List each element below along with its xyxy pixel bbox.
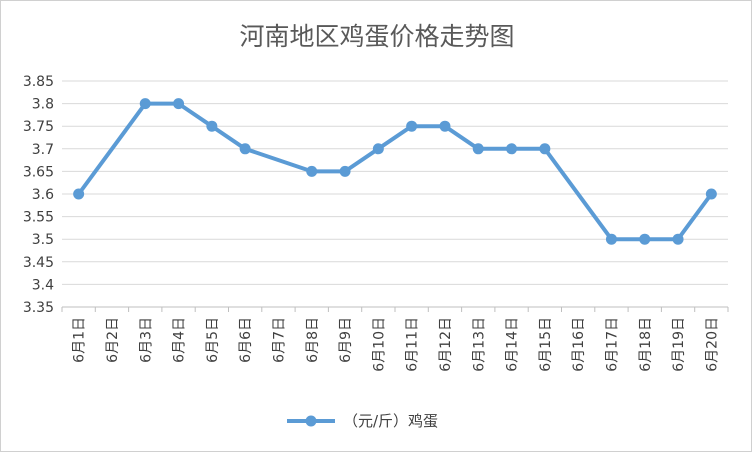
y-tick-label: 3.65 [23, 164, 54, 180]
chart-title: 河南地区鸡蛋价格走势图 [239, 22, 514, 51]
data-point [339, 165, 351, 177]
legend-marker-swatch [305, 415, 317, 427]
x-tick-label: 6月13日 [471, 317, 487, 372]
x-tick-label: 6月9日 [338, 317, 354, 363]
y-tick-label: 3.55 [23, 210, 54, 226]
x-tick-label: 6月2日 [105, 317, 121, 363]
y-tick-label: 3.85 [23, 74, 54, 90]
data-point [173, 98, 185, 110]
x-tick-label: 6月20日 [704, 317, 720, 372]
x-tick-label: 6月8日 [305, 317, 321, 363]
y-tick-label: 3.35 [23, 300, 54, 316]
x-tick-label: 6月6日 [238, 317, 254, 363]
data-point [439, 120, 451, 132]
x-tick-label: 6月15日 [538, 317, 554, 372]
y-tick-label: 3.75 [23, 119, 54, 135]
x-tick-label: 6月11日 [405, 317, 421, 372]
data-point [206, 120, 218, 132]
x-tick-label: 6月12日 [438, 317, 454, 372]
x-tick-label: 6月14日 [505, 317, 521, 372]
data-point [705, 188, 717, 200]
legend-label: （元/斤）鸡蛋 [343, 412, 438, 430]
data-point [672, 233, 684, 245]
x-tick-label: 6月16日 [571, 317, 587, 372]
data-point [472, 143, 484, 155]
x-tick-label: 6月18日 [638, 317, 654, 372]
x-axis-ticks: 6月1日 6月2日 6月3日 6月4日 6月5日 6月6日 6月7日 6月8日 6月9日 6月10… [72, 317, 721, 372]
data-point [306, 165, 318, 177]
data-point [539, 143, 551, 155]
y-tick-label: 3.8 [32, 97, 54, 113]
x-tick-label: 6月10日 [371, 317, 387, 372]
data-point [406, 120, 418, 132]
data-point [73, 188, 85, 200]
y-tick-label: 3.6 [32, 187, 54, 203]
data-point [139, 98, 151, 110]
x-tick-label: 6月7日 [271, 317, 287, 363]
y-tick-label: 3.5 [32, 232, 54, 248]
x-tick-label: 6月1日 [72, 317, 88, 363]
x-tick-label: 6月17日 [604, 317, 620, 372]
series-layer [73, 98, 717, 245]
x-tick-label: 6月19日 [671, 317, 687, 372]
x-tick-label: 6月5日 [205, 317, 221, 363]
gridlines [61, 80, 729, 312]
y-tick-label: 3.7 [32, 142, 54, 158]
y-tick-label: 3.4 [32, 277, 54, 293]
x-tick-label: 6月4日 [172, 317, 188, 363]
y-axis-ticks: 3.35 3.4 3.45 3.5 3.55 3.6 3.65 3.7 3.75 3.8 3.85 [23, 74, 54, 316]
x-tick-label: 6月3日 [138, 317, 154, 363]
data-point [639, 233, 651, 245]
data-point [372, 143, 384, 155]
data-point [506, 143, 518, 155]
legend: （元/斤）鸡蛋 [287, 412, 438, 430]
data-point [605, 233, 617, 245]
y-tick-label: 3.45 [23, 255, 54, 271]
data-point [239, 143, 251, 155]
